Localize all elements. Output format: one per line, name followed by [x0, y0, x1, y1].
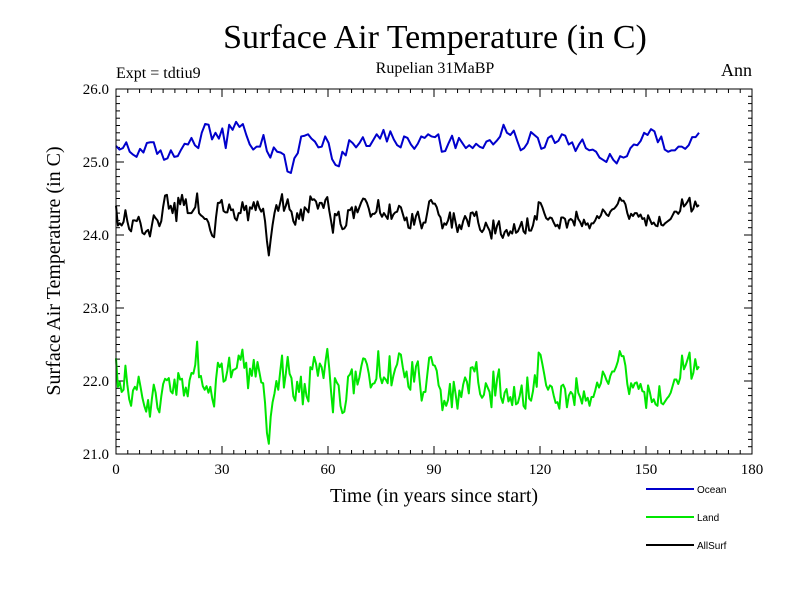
legend: Ocean Land AllSurf [646, 485, 727, 552]
plot-frame [115, 88, 753, 455]
y-axis-label: Surface Air Temperature (in C) [43, 146, 65, 395]
x-axis-label: Time (in years since start) [330, 485, 538, 507]
period-label: Ann [721, 60, 752, 80]
x-tick-label: 150 [635, 462, 658, 478]
legend-label-ocean: Ocean [697, 485, 726, 496]
series-line-allsurf [115, 192, 700, 257]
y-tick-label: 26.0 [83, 82, 109, 98]
x-tick-label: 60 [321, 462, 336, 478]
legend-label-allsurf: AllSurf [697, 541, 727, 552]
legend-label-land: Land [697, 513, 719, 524]
series-line-ocean [115, 120, 700, 174]
x-tick-label: 180 [741, 462, 764, 478]
y-tick-label: 24.0 [83, 228, 109, 244]
experiment-label: Expt = tdtiu9 [116, 65, 201, 82]
x-tick-label: 90 [427, 462, 442, 478]
x-tick-label: 30 [215, 462, 230, 478]
x-tick-label: 0 [112, 462, 120, 478]
x-tick-label: 120 [529, 462, 552, 478]
series-line-land [115, 340, 700, 445]
y-tick-label: 22.0 [83, 374, 109, 390]
y-tick-label: 23.0 [83, 301, 109, 317]
tick-labels: 0 30 60 90 120 150 180 21.0 22.0 23.0 24.0 25.0 26.0 [83, 82, 764, 478]
y-tick-label: 25.0 [83, 155, 109, 171]
chart-title: Surface Air Temperature (in C) [223, 19, 647, 56]
chart-subtitle: Rupelian 31MaBP [376, 60, 495, 77]
y-tick-label: 21.0 [83, 447, 109, 463]
series-layer [115, 120, 700, 445]
